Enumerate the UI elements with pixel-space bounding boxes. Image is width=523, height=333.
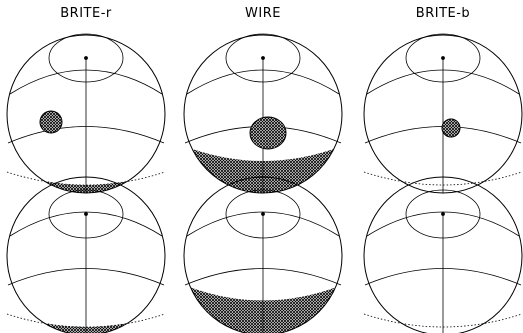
spot-wire [249,116,287,150]
sphere-brite-r-top [6,33,166,194]
spot-brite-r [39,110,63,134]
panel-title-wire: WIRE [245,6,281,21]
spot-brite-b [441,118,461,138]
sphere-wire-bottom [183,176,343,333]
sphere-brite-b-top [363,33,523,194]
sphere-wire-top [183,33,343,194]
sphere-brite-r-bottom [6,176,166,333]
panel-title-brite-r: BRITE-r [60,6,112,21]
sphere-brite-b-bottom [363,176,523,333]
panel-title-brite-b: BRITE-b [415,6,471,21]
